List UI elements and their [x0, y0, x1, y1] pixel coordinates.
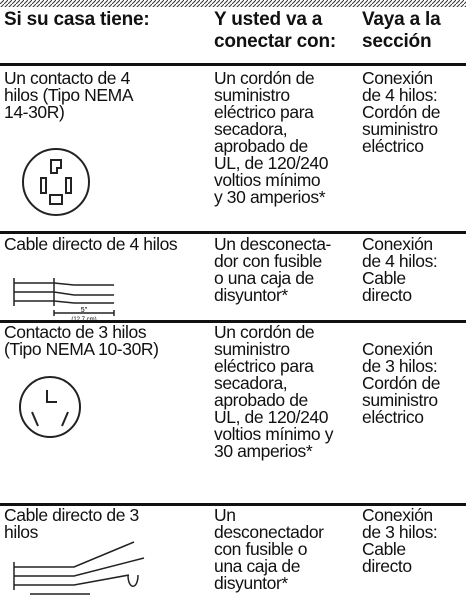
- text-line: y 30 amperios*: [214, 187, 326, 207]
- text-line: Y usted va a: [214, 9, 323, 30]
- text-line: Si su casa tiene:: [4, 9, 150, 30]
- text-line: una caja de: [214, 556, 301, 576]
- text-line: o una caja de: [214, 268, 314, 288]
- cable-3: [13, 541, 145, 595]
- text-line: Cable: [362, 539, 406, 559]
- text-line: desconectador: [214, 522, 324, 542]
- text-line: aprobado de: [214, 390, 308, 410]
- cable-4: [13, 278, 115, 316]
- text-line: eléctrico para: [214, 356, 314, 376]
- text-line: eléctrico: [362, 407, 424, 427]
- text-line: suministro: [362, 119, 438, 139]
- text-line: UL, de 120/240: [214, 153, 329, 173]
- text-line: directo: [362, 556, 412, 576]
- text-line: Contacto de 3 hilos: [4, 322, 147, 342]
- text-line: directo: [362, 285, 412, 305]
- text-line: voltios mínimo: [214, 170, 321, 190]
- text-line: suministro: [362, 390, 438, 410]
- text-line: Un desconecta-: [214, 234, 331, 254]
- text-line: de 4 hilos:: [362, 85, 438, 105]
- text-line: Un contacto de 4: [4, 68, 130, 88]
- text-line: Un: [214, 505, 236, 525]
- text-line: Un cordón de: [214, 68, 315, 88]
- text-line: eléctrico para: [214, 102, 314, 122]
- text-line: Un cordón de: [214, 322, 315, 342]
- text-line: eléctrico: [362, 136, 424, 156]
- text-line: Conexión: [362, 339, 433, 359]
- text-line: Conexión: [362, 68, 433, 88]
- text-line: 30 amperios*: [214, 441, 313, 461]
- text-line: secadora,: [214, 373, 288, 393]
- text-line: hilos (Tipo NEMA: [4, 85, 134, 105]
- text-line: sección: [362, 31, 432, 52]
- text-line: aprobado de: [214, 136, 308, 156]
- text-line: UL, de 120/240: [214, 407, 329, 427]
- figure-length: 5": [81, 307, 88, 314]
- text-line: Conexión: [362, 234, 433, 254]
- text-line: suministro: [214, 339, 290, 359]
- text-line: Vaya a la: [362, 9, 441, 30]
- hatch: [0, 0, 466, 7]
- text-line: de 4 hilos:: [362, 251, 438, 271]
- text-line: de 3 hilos:: [362, 522, 438, 542]
- text-line: conectar con:: [214, 31, 336, 52]
- text-line: voltios mínimo y: [214, 424, 334, 444]
- text-line: secadora,: [214, 119, 288, 139]
- rule: [0, 320, 466, 323]
- text-line: dor con fusible: [214, 251, 322, 271]
- rule: [0, 63, 466, 66]
- text-line: Cable directo de 3: [4, 505, 139, 525]
- text-line: disyuntor*: [214, 573, 288, 593]
- text-line: Cable directo de 4 hilos: [4, 234, 178, 254]
- text-line: con fusible o: [214, 539, 308, 559]
- rule: [0, 503, 466, 506]
- text-line: Conexión: [362, 505, 433, 525]
- text-line: hilos: [4, 522, 38, 542]
- text-line: Cordón de: [362, 102, 441, 122]
- text-line: Cable: [362, 268, 406, 288]
- text-line: suministro: [214, 85, 290, 105]
- rule: [0, 231, 466, 234]
- text-line: disyuntor*: [214, 285, 288, 305]
- outlet-4: [22, 148, 90, 216]
- text-line: (Tipo NEMA 10-30R): [4, 339, 159, 359]
- text-line: de 3 hilos:: [362, 356, 438, 376]
- text-line: Cordón de: [362, 373, 441, 393]
- outlet-3: [19, 376, 81, 438]
- text-line: 14-30R): [4, 102, 65, 122]
